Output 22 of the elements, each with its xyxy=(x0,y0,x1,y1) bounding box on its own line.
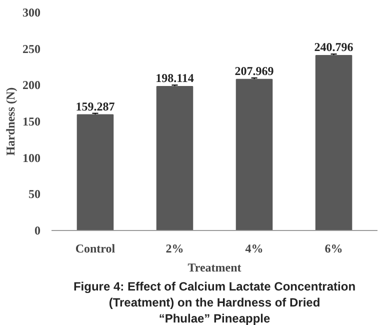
x-tick-label: Control xyxy=(75,242,116,256)
x-tick-label: 4% xyxy=(245,242,264,256)
x-tick-label: 6% xyxy=(324,242,343,256)
y-tick-label: 250 xyxy=(22,42,40,56)
data-label: 159.287 xyxy=(76,99,115,114)
bar xyxy=(315,55,352,230)
bar xyxy=(76,114,114,230)
y-tick-label: 100 xyxy=(22,150,40,165)
data-label: 207.969 xyxy=(234,64,274,78)
y-tick-label: 0 xyxy=(34,224,40,238)
y-axis-title: Hardness (N) xyxy=(4,87,18,156)
y-tick-label: 50 xyxy=(28,187,40,202)
bar xyxy=(236,78,273,230)
caption: Figure 4: Effect of Calcium Lactate Concentration (Treatment) on the Hardness of Dried “Phulae” Pineapple xyxy=(73,280,356,325)
x-tick-label: 2% xyxy=(166,242,184,256)
x-axis-title: Treatment xyxy=(188,260,242,274)
data-label: 240.796 xyxy=(314,40,354,54)
y-tick-label: 150 xyxy=(22,114,40,128)
bar xyxy=(156,86,194,230)
y-tick-label: 200 xyxy=(22,78,40,92)
data-label: 198.114 xyxy=(156,71,194,86)
y-tick-label: 300 xyxy=(22,6,40,20)
